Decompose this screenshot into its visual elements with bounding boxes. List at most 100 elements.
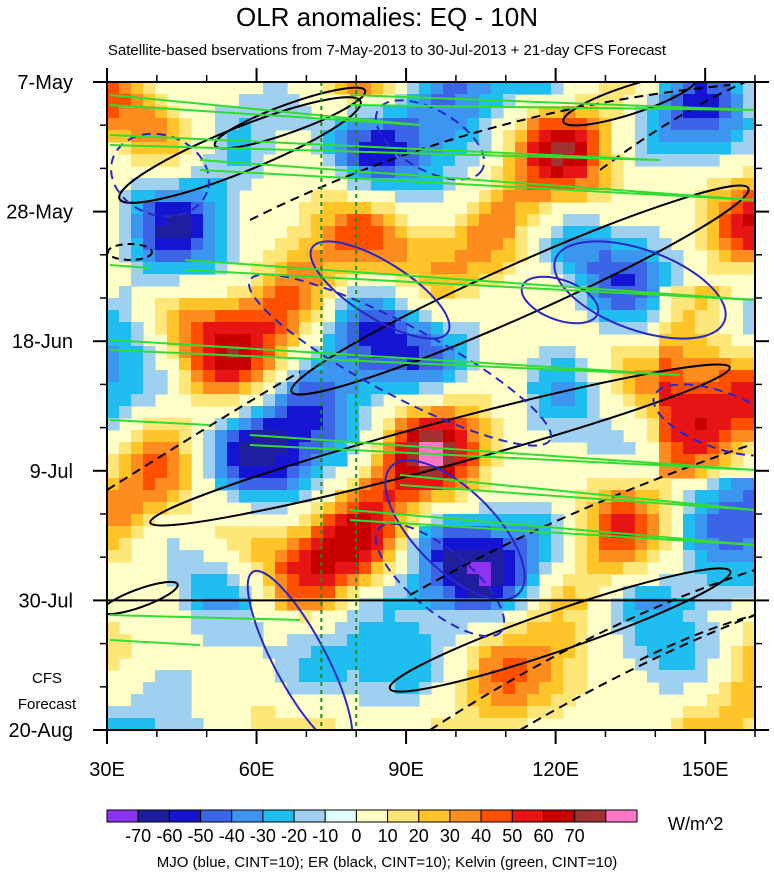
heatmap-cell bbox=[203, 562, 216, 575]
heatmap-cell bbox=[695, 670, 708, 683]
heatmap-cell bbox=[539, 406, 552, 419]
heatmap-cell bbox=[131, 346, 144, 359]
kelvin-contour bbox=[109, 419, 211, 426]
heatmap-cell bbox=[407, 562, 420, 575]
heatmap-cell bbox=[527, 562, 540, 575]
heatmap-cell bbox=[215, 202, 228, 215]
heatmap-cell bbox=[431, 430, 444, 443]
heatmap-cell bbox=[299, 286, 312, 299]
heatmap-cell bbox=[323, 502, 336, 515]
heatmap-cell bbox=[443, 406, 456, 419]
heatmap-cell bbox=[623, 346, 636, 359]
heatmap-cell bbox=[215, 574, 228, 587]
heatmap-cell bbox=[167, 202, 180, 215]
heatmap-cell bbox=[515, 538, 528, 551]
heatmap-cell bbox=[479, 466, 492, 479]
heatmap-cell bbox=[395, 574, 408, 587]
heatmap-cell bbox=[659, 346, 672, 359]
heatmap-cell bbox=[539, 202, 552, 215]
heatmap-cell bbox=[419, 238, 432, 251]
heatmap-cell bbox=[635, 298, 648, 311]
heatmap-cell bbox=[275, 346, 288, 359]
heatmap-cell bbox=[683, 94, 696, 107]
heatmap-cell bbox=[287, 442, 300, 455]
heatmap-cell bbox=[203, 238, 216, 251]
heatmap-cell bbox=[287, 238, 300, 251]
heatmap-cell bbox=[167, 298, 180, 311]
heatmap-cell bbox=[491, 502, 504, 515]
heatmap-cell bbox=[119, 286, 132, 299]
heatmap-cell bbox=[647, 130, 660, 143]
heatmap-cell bbox=[695, 214, 708, 227]
heatmap-cell bbox=[407, 370, 420, 383]
heatmap-cell bbox=[599, 262, 612, 275]
heatmap-cell bbox=[167, 274, 180, 287]
heatmap-cell bbox=[371, 82, 384, 95]
heatmap-cell bbox=[695, 142, 708, 155]
heatmap-cell bbox=[743, 646, 755, 659]
heatmap-cell bbox=[491, 550, 504, 563]
heatmap-cell bbox=[143, 226, 156, 239]
heatmap-cell bbox=[479, 574, 492, 587]
heatmap-cell bbox=[335, 430, 348, 443]
heatmap-cell bbox=[743, 238, 755, 251]
heatmap-cell bbox=[635, 634, 648, 647]
heatmap-cell bbox=[491, 634, 504, 647]
heatmap-cell bbox=[119, 538, 132, 551]
heatmap-cell bbox=[671, 370, 684, 383]
heatmap-cell bbox=[527, 370, 540, 383]
heatmap-cell bbox=[119, 454, 132, 467]
heatmap-cell bbox=[707, 382, 720, 395]
heatmap-cell bbox=[575, 622, 588, 635]
heatmap-cell bbox=[215, 382, 228, 395]
heatmap-cell bbox=[659, 442, 672, 455]
heatmap-cell bbox=[359, 130, 372, 143]
heatmap-cell bbox=[431, 178, 444, 191]
heatmap-cell bbox=[191, 190, 204, 203]
heatmap-cell bbox=[251, 406, 264, 419]
heatmap-cell bbox=[191, 226, 204, 239]
heatmap-cell bbox=[359, 310, 372, 323]
heatmap-cell bbox=[395, 610, 408, 623]
heatmap-cell bbox=[239, 454, 252, 467]
heatmap-cell bbox=[659, 514, 672, 527]
heatmap-cell bbox=[323, 262, 336, 275]
heatmap-cell bbox=[647, 478, 660, 491]
heatmap-cell bbox=[179, 298, 192, 311]
heatmap-cell bbox=[551, 406, 564, 419]
heatmap-cell bbox=[647, 502, 660, 515]
heatmap-cell bbox=[179, 490, 192, 503]
heatmap-cell bbox=[455, 154, 468, 167]
heatmap-cell bbox=[527, 586, 540, 599]
heatmap-cell bbox=[227, 202, 240, 215]
heatmap-cell bbox=[251, 478, 264, 491]
heatmap-cell bbox=[647, 430, 660, 443]
heatmap-cell bbox=[143, 442, 156, 455]
colorbar-swatch bbox=[418, 809, 451, 823]
heatmap-cell bbox=[287, 250, 300, 263]
heatmap-cell bbox=[491, 574, 504, 587]
heatmap-cell bbox=[395, 190, 408, 203]
heatmap-cell bbox=[407, 106, 420, 119]
chart-title: OLR anomalies: EQ - 10N bbox=[235, 2, 538, 32]
heatmap-cell bbox=[419, 106, 432, 119]
heatmap-cell bbox=[551, 82, 564, 95]
heatmap-cell bbox=[155, 490, 168, 503]
heatmap-cell bbox=[467, 526, 480, 539]
heatmap-cell bbox=[323, 370, 336, 383]
heatmap-cell bbox=[707, 310, 720, 323]
heatmap-cell bbox=[107, 106, 120, 119]
heatmap-cell bbox=[167, 706, 180, 719]
heatmap-cell bbox=[215, 334, 228, 347]
heatmap-cell bbox=[431, 226, 444, 239]
heatmap-cell bbox=[647, 658, 660, 671]
heatmap-cell bbox=[443, 166, 456, 179]
heatmap-cell bbox=[503, 226, 516, 239]
heatmap-cell bbox=[155, 418, 168, 431]
heatmap-cell bbox=[191, 202, 204, 215]
heatmap-cell bbox=[251, 382, 264, 395]
heatmap-cell bbox=[683, 706, 696, 719]
heatmap-cell bbox=[491, 646, 504, 659]
heatmap-cell bbox=[419, 82, 432, 95]
heatmap-cell bbox=[707, 466, 720, 479]
